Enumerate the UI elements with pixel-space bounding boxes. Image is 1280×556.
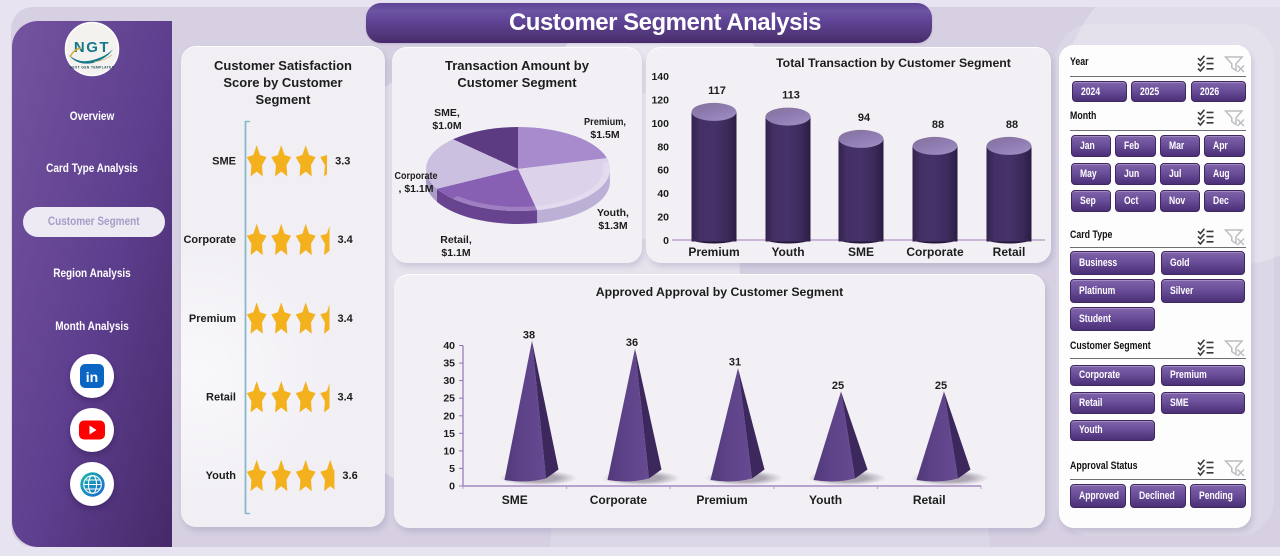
svg-text:40: 40 — [443, 340, 455, 352]
svg-text:25: 25 — [935, 380, 947, 392]
svg-text:3.4: 3.4 — [338, 392, 354, 404]
svg-text:60: 60 — [657, 165, 669, 177]
svg-text:$1.5M: $1.5M — [590, 129, 619, 141]
svg-text:31: 31 — [729, 357, 741, 369]
svg-text:Corporate: Corporate — [183, 234, 236, 246]
svg-text:SME: SME — [848, 245, 874, 259]
svg-text:0: 0 — [449, 481, 455, 493]
svg-text:$1.1M: $1.1M — [441, 247, 470, 259]
svg-text:$1.0M: $1.0M — [432, 120, 461, 132]
svg-text:Retail: Retail — [993, 245, 1026, 259]
svg-text:120: 120 — [651, 94, 669, 106]
svg-text:Premium: Premium — [688, 245, 739, 259]
svg-text:10: 10 — [443, 445, 455, 457]
svg-text:140: 140 — [651, 71, 669, 83]
svg-text:Retail: Retail — [206, 392, 236, 404]
svg-text:Retail: Retail — [913, 493, 946, 507]
svg-text:38: 38 — [523, 329, 535, 341]
svg-text:Youth: Youth — [809, 493, 842, 507]
svg-text:5: 5 — [449, 463, 455, 475]
svg-text:$1.3M: $1.3M — [598, 220, 627, 232]
svg-text:SME: SME — [212, 156, 236, 168]
svg-text:36: 36 — [626, 337, 638, 349]
svg-text:100: 100 — [651, 118, 669, 130]
svg-text:3.6: 3.6 — [342, 470, 357, 482]
svg-text:88: 88 — [1006, 119, 1018, 131]
svg-text:Youth: Youth — [206, 470, 237, 482]
svg-text:Youth,: Youth, — [597, 207, 629, 219]
svg-text:15: 15 — [443, 428, 455, 440]
svg-text:Corporate: Corporate — [906, 245, 964, 259]
svg-text:SME,: SME, — [434, 107, 460, 119]
svg-text:40: 40 — [657, 188, 669, 200]
svg-text:25: 25 — [832, 380, 844, 392]
svg-text:Premium: Premium — [696, 493, 747, 507]
svg-text:Corporate: Corporate — [395, 170, 438, 182]
svg-text:SME: SME — [502, 493, 528, 507]
svg-text:25: 25 — [443, 393, 455, 405]
svg-text:20: 20 — [443, 410, 455, 422]
svg-text:0: 0 — [663, 235, 669, 247]
svg-text:, $1.1M: , $1.1M — [398, 183, 433, 195]
svg-text:20: 20 — [657, 212, 669, 224]
svg-text:NGT: NGT — [74, 39, 110, 56]
svg-text:35: 35 — [443, 358, 455, 370]
svg-text:Premium,: Premium, — [584, 116, 626, 128]
svg-text:94: 94 — [858, 112, 871, 124]
svg-text:80: 80 — [657, 141, 669, 153]
svg-text:30: 30 — [443, 375, 455, 387]
svg-text:NEXT GEN TEMPLATES: NEXT GEN TEMPLATES — [70, 66, 115, 70]
svg-text:3.3: 3.3 — [335, 156, 350, 168]
svg-text:3.4: 3.4 — [338, 313, 354, 325]
svg-text:88: 88 — [932, 119, 944, 131]
svg-text:117: 117 — [708, 85, 726, 97]
svg-text:Corporate: Corporate — [590, 493, 648, 507]
svg-text:in: in — [86, 369, 98, 385]
svg-text:Retail,: Retail, — [440, 234, 472, 246]
svg-text:113: 113 — [782, 90, 800, 102]
svg-text:Youth: Youth — [771, 245, 804, 259]
svg-text:Premium: Premium — [189, 313, 236, 325]
svg-text:3.4: 3.4 — [338, 234, 354, 246]
